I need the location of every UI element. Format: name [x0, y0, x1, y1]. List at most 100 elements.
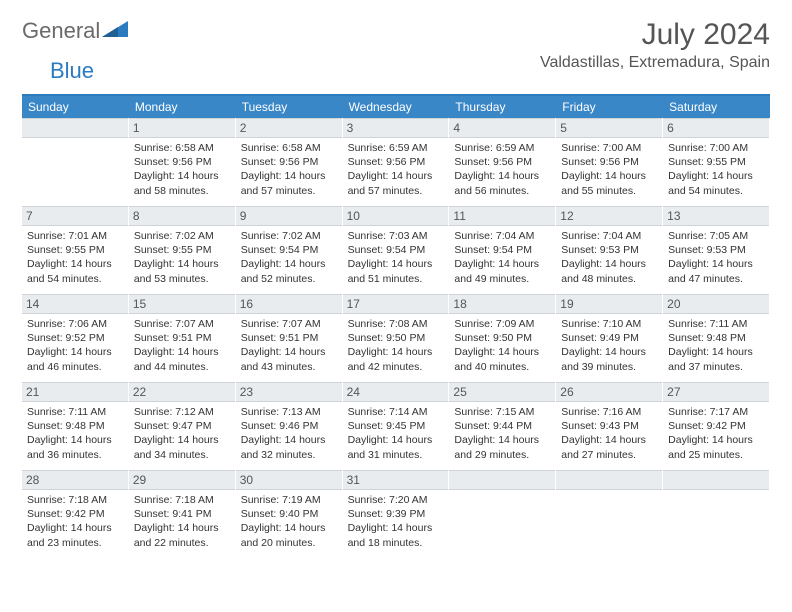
day-info: Sunrise: 7:02 AMSunset: 9:55 PMDaylight:…: [134, 229, 230, 286]
weekday-label: Monday: [129, 96, 236, 118]
day-number: 14: [22, 294, 128, 314]
empty-cell: .: [663, 470, 770, 558]
day-cell: 29 Sunrise: 7:18 AMSunset: 9:41 PMDayligh…: [129, 470, 236, 558]
day-cell: 17 Sunrise: 7:08 AMSunset: 9:50 PMDayligh…: [343, 294, 450, 382]
day-number: 15: [129, 294, 235, 314]
weekday-label: Thursday: [449, 96, 556, 118]
day-number: 19: [556, 294, 662, 314]
day-cell: 18 Sunrise: 7:09 AMSunset: 9:50 PMDayligh…: [449, 294, 556, 382]
day-info: Sunrise: 7:05 AMSunset: 9:53 PMDaylight:…: [668, 229, 764, 286]
day-cell: 5Sunrise: 7:00 AMSunset: 9:56 PMDaylight…: [556, 118, 663, 206]
day-info: Sunrise: 7:08 AMSunset: 9:50 PMDaylight:…: [348, 317, 444, 374]
day-info: Sunrise: 7:10 AMSunset: 9:49 PMDaylight:…: [561, 317, 657, 374]
day-number: 12: [556, 206, 662, 226]
day-cell: 31 Sunrise: 7:20 AMSunset: 9:39 PMDayligh…: [343, 470, 450, 558]
day-number: 9: [236, 206, 342, 226]
day-cell: 30 Sunrise: 7:19 AMSunset: 9:40 PMDayligh…: [236, 470, 343, 558]
day-number: 13: [663, 206, 769, 226]
weekday-label: Tuesday: [236, 96, 343, 118]
weekday-header: SundayMondayTuesdayWednesdayThursdayFrid…: [22, 96, 770, 118]
day-number: 26: [556, 382, 662, 402]
day-number: 18: [449, 294, 555, 314]
day-number: 7: [22, 206, 128, 226]
day-info: Sunrise: 7:18 AMSunset: 9:41 PMDaylight:…: [134, 493, 230, 550]
day-cell: 12 Sunrise: 7:04 AMSunset: 9:53 PMDayligh…: [556, 206, 663, 294]
day-info: Sunrise: 7:03 AMSunset: 9:54 PMDaylight:…: [348, 229, 444, 286]
day-number: 29: [129, 470, 235, 490]
day-number: 5: [556, 118, 662, 138]
day-number: 20: [663, 294, 769, 314]
location: Valdastillas, Extremadura, Spain: [540, 54, 770, 72]
day-info: Sunrise: 7:13 AMSunset: 9:46 PMDaylight:…: [241, 405, 337, 462]
day-cell: 8 Sunrise: 7:02 AMSunset: 9:55 PMDaylight…: [129, 206, 236, 294]
day-number: 23: [236, 382, 342, 402]
day-info: Sunrise: 7:15 AMSunset: 9:44 PMDaylight:…: [454, 405, 550, 462]
day-cell: 22 Sunrise: 7:12 AMSunset: 9:47 PMDayligh…: [129, 382, 236, 470]
day-number: 25: [449, 382, 555, 402]
day-number: 28: [22, 470, 128, 490]
day-info: Sunrise: 7:11 AMSunset: 9:48 PMDaylight:…: [27, 405, 123, 462]
day-cell: 13 Sunrise: 7:05 AMSunset: 9:53 PMDayligh…: [663, 206, 770, 294]
day-cell: 28Sunrise: 7:18 AMSunset: 9:42 PMDayligh…: [22, 470, 129, 558]
day-cell: 20 Sunrise: 7:11 AMSunset: 9:48 PMDayligh…: [663, 294, 770, 382]
day-info: Sunrise: 7:14 AMSunset: 9:45 PMDaylight:…: [348, 405, 444, 462]
day-number: 3: [343, 118, 449, 138]
day-info: Sunrise: 6:58 AMSunset: 9:56 PMDaylight:…: [134, 141, 230, 198]
day-cell: 26Sunrise: 7:16 AMSunset: 9:43 PMDayligh…: [556, 382, 663, 470]
day-cell: 6 Sunrise: 7:00 AMSunset: 9:55 PMDaylight…: [663, 118, 770, 206]
weekday-label: Friday: [556, 96, 663, 118]
brand-triangle-icon: [102, 19, 128, 44]
day-info: Sunrise: 7:12 AMSunset: 9:47 PMDaylight:…: [134, 405, 230, 462]
day-cell: 24Sunrise: 7:14 AMSunset: 9:45 PMDayligh…: [343, 382, 450, 470]
day-number: 16: [236, 294, 342, 314]
day-cell: 1 Sunrise: 6:58 AMSunset: 9:56 PMDaylight…: [129, 118, 236, 206]
day-number: 17: [343, 294, 449, 314]
day-cell: 23 Sunrise: 7:13 AMSunset: 9:46 PMDayligh…: [236, 382, 343, 470]
day-info: Sunrise: 7:17 AMSunset: 9:42 PMDaylight:…: [668, 405, 764, 462]
day-number: 31: [343, 470, 449, 490]
empty-cell: .: [22, 118, 129, 206]
day-info: Sunrise: 7:07 AMSunset: 9:51 PMDaylight:…: [134, 317, 230, 374]
day-cell: 2 Sunrise: 6:58 AMSunset: 9:56 PMDaylight…: [236, 118, 343, 206]
empty-cell: .: [449, 470, 556, 558]
day-info: Sunrise: 7:11 AMSunset: 9:48 PMDaylight:…: [668, 317, 764, 374]
day-info: Sunrise: 6:59 AMSunset: 9:56 PMDaylight:…: [454, 141, 550, 198]
day-cell: 19 Sunrise: 7:10 AMSunset: 9:49 PMDayligh…: [556, 294, 663, 382]
day-info: Sunrise: 7:09 AMSunset: 9:50 PMDaylight:…: [454, 317, 550, 374]
day-number: 6: [663, 118, 769, 138]
weekday-label: Wednesday: [343, 96, 450, 118]
day-info: Sunrise: 7:07 AMSunset: 9:51 PMDaylight:…: [241, 317, 337, 374]
day-info: Sunrise: 6:59 AMSunset: 9:56 PMDaylight:…: [348, 141, 444, 198]
day-number: 27: [663, 382, 769, 402]
day-number: 21: [22, 382, 128, 402]
day-number: 8: [129, 206, 235, 226]
calendar: SundayMondayTuesdayWednesdayThursdayFrid…: [22, 94, 770, 558]
brand-logo: General: [22, 18, 130, 44]
day-info: Sunrise: 7:04 AMSunset: 9:53 PMDaylight:…: [561, 229, 657, 286]
day-cell: 9Sunrise: 7:02 AMSunset: 9:54 PMDaylight…: [236, 206, 343, 294]
day-info: Sunrise: 6:58 AMSunset: 9:56 PMDaylight:…: [241, 141, 337, 198]
day-cell: 11Sunrise: 7:04 AMSunset: 9:54 PMDayligh…: [449, 206, 556, 294]
day-cell: 15 Sunrise: 7:07 AMSunset: 9:51 PMDayligh…: [129, 294, 236, 382]
brand-name-2: Blue: [50, 58, 94, 84]
day-cell: 16 Sunrise: 7:07 AMSunset: 9:51 PMDayligh…: [236, 294, 343, 382]
day-cell: 7Sunrise: 7:01 AMSunset: 9:55 PMDaylight…: [22, 206, 129, 294]
day-number: 1: [129, 118, 235, 138]
empty-cell: .: [556, 470, 663, 558]
day-number: 10: [343, 206, 449, 226]
day-number: 2: [236, 118, 342, 138]
calendar-grid: .1Sunrise: 6:58 AMSunset: 9:56 PMDayligh…: [22, 118, 770, 558]
day-cell: 14 Sunrise: 7:06 AMSunset: 9:52 PMDayligh…: [22, 294, 129, 382]
brand-name-1: General: [22, 18, 100, 44]
month-title: July 2024: [540, 18, 770, 52]
day-info: Sunrise: 7:06 AMSunset: 9:52 PMDaylight:…: [27, 317, 123, 374]
day-info: Sunrise: 7:04 AMSunset: 9:54 PMDaylight:…: [454, 229, 550, 286]
day-info: Sunrise: 7:20 AMSunset: 9:39 PMDaylight:…: [348, 493, 444, 550]
day-number: 30: [236, 470, 342, 490]
day-cell: 4Sunrise: 6:59 AMSunset: 9:56 PMDaylight…: [449, 118, 556, 206]
day-cell: 27 Sunrise: 7:17 AMSunset: 9:42 PMDayligh…: [663, 382, 770, 470]
day-info: Sunrise: 7:19 AMSunset: 9:40 PMDaylight:…: [241, 493, 337, 550]
day-info: Sunrise: 7:00 AMSunset: 9:55 PMDaylight:…: [668, 141, 764, 198]
day-cell: 21 Sunrise: 7:11 AMSunset: 9:48 PMDayligh…: [22, 382, 129, 470]
day-number: 22: [129, 382, 235, 402]
